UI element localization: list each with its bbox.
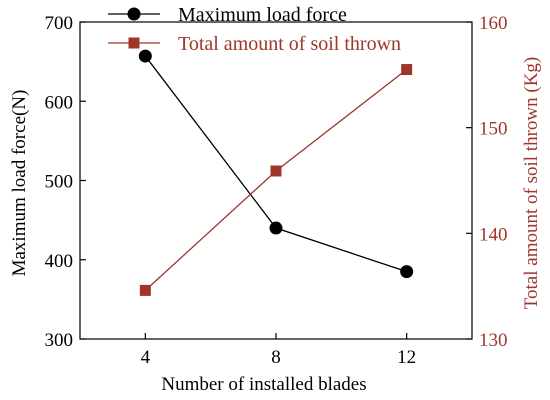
legend: Maximum load force Total amount of soil t… bbox=[108, 4, 401, 55]
left-y-axis-label: Maximum load force(N) bbox=[9, 90, 30, 277]
soil-thrown-legend-label: Total amount of soil thrown bbox=[178, 33, 401, 55]
right-y-tick-label: 160 bbox=[479, 13, 508, 34]
right-y-tick-label: 130 bbox=[479, 330, 508, 351]
x-tick-label: 12 bbox=[397, 347, 416, 368]
load-force-legend-label: Maximum load force bbox=[178, 4, 347, 26]
left-y-axis: 300 400 500 600 700 bbox=[45, 13, 86, 351]
soil-thrown-data-point bbox=[270, 165, 282, 177]
right-y-axis: 130 140 150 160 bbox=[466, 13, 508, 351]
left-y-tick-label: 400 bbox=[45, 251, 74, 272]
soil-thrown-legend-marker bbox=[128, 37, 140, 49]
left-y-tick-label: 300 bbox=[45, 330, 74, 351]
x-tick-label: 4 bbox=[141, 347, 151, 368]
load-force-data-point bbox=[138, 49, 152, 63]
x-tick-label: 8 bbox=[271, 347, 281, 368]
plot-frame bbox=[79, 21, 473, 340]
right-y-tick-label: 140 bbox=[479, 224, 508, 245]
soil-thrown-data-point bbox=[401, 64, 413, 76]
left-y-tick-label: 600 bbox=[45, 92, 74, 113]
x-axis-label: Number of installed blades bbox=[161, 374, 366, 395]
series-layer bbox=[138, 49, 414, 296]
load-force-data-point bbox=[269, 221, 283, 235]
right-y-axis-label: Total amount of soil thrown (Kg) bbox=[521, 57, 542, 310]
soil-thrown-series-line bbox=[144, 69, 408, 291]
soil-thrown-data-point bbox=[139, 284, 151, 296]
load-force-series-line bbox=[144, 55, 407, 273]
load-force-legend-marker bbox=[127, 7, 141, 21]
left-y-tick-label: 500 bbox=[45, 172, 74, 193]
left-y-tick-label: 700 bbox=[45, 13, 74, 34]
x-axis: 4 8 12 bbox=[141, 333, 416, 368]
load-force-data-point bbox=[400, 265, 414, 279]
right-y-tick-label: 150 bbox=[479, 119, 508, 140]
